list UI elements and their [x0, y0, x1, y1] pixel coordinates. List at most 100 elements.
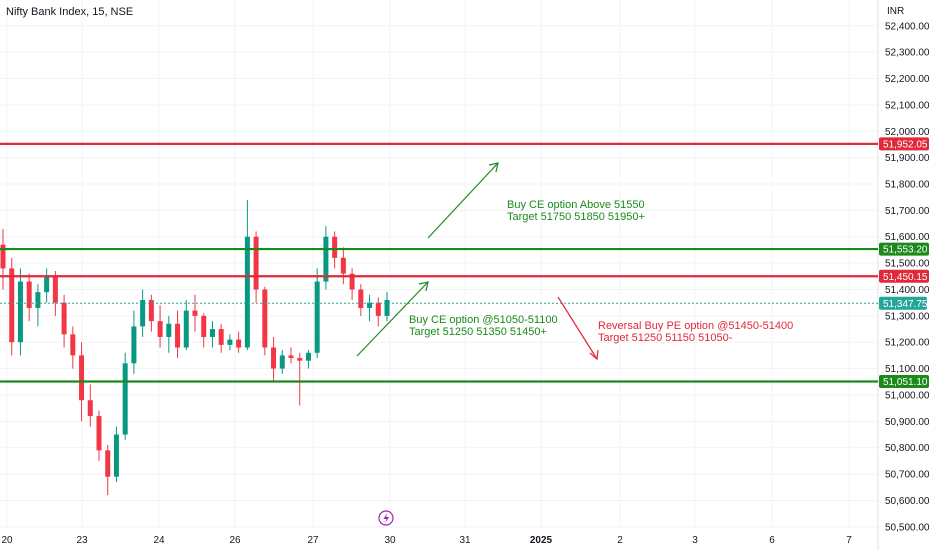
price-tick-label: 52,400.00 [885, 21, 930, 32]
candle-body [227, 339, 233, 345]
price-tick-label: 51,100.00 [885, 364, 930, 375]
candle-body [288, 355, 294, 359]
candle-body [375, 302, 381, 316]
time-tick-label: 26 [229, 535, 241, 546]
arrow-up-upper [427, 162, 499, 239]
level-tag-label: 51,952.05 [883, 139, 928, 150]
level-tag-label: 51,450.15 [883, 272, 928, 283]
lightning-event-icon[interactable] [378, 510, 394, 526]
arrow-up-lower [356, 281, 429, 357]
candle-body [332, 236, 338, 258]
candle-body [70, 334, 76, 356]
currency-label: INR [887, 6, 905, 17]
candle-body [192, 310, 198, 316]
annotation-2-line1: Buy CE option @51050-51100 [409, 314, 558, 326]
candle-body [323, 236, 329, 282]
candle-body [52, 276, 58, 303]
candle-body [17, 281, 23, 343]
price-tick-label: 51,600.00 [885, 232, 930, 243]
time-tick-label: 6 [769, 535, 775, 546]
time-tick-label: 2025 [530, 535, 553, 546]
candle-body [105, 450, 111, 477]
candle-body [305, 352, 311, 361]
price-tick-label: 51,500.00 [885, 259, 930, 270]
candle-body [157, 321, 163, 337]
annotation-1-line2: Target 51750 51850 51950+ [507, 211, 645, 223]
level-tag-label: 51,051.10 [883, 377, 928, 388]
price-tick-label: 50,900.00 [885, 417, 930, 428]
price-tick-label: 52,300.00 [885, 48, 930, 59]
time-tick-label: 3 [692, 535, 698, 546]
candle-body [279, 355, 285, 369]
candle-body [87, 400, 93, 417]
price-tick-label: 51,300.00 [885, 311, 930, 322]
level-tag-bg [879, 242, 929, 256]
arrow-up-lower-head [418, 281, 429, 292]
price-tick-label: 51,000.00 [885, 390, 930, 401]
candle-body [236, 339, 242, 348]
arrow-up-upper-head [488, 162, 499, 173]
price-tick-label: 50,700.00 [885, 470, 930, 481]
candle-body [367, 302, 373, 308]
candle-body [122, 363, 128, 435]
candle-body [96, 416, 102, 451]
candle-body [9, 268, 15, 343]
arrow-down [557, 296, 598, 360]
candle-body [44, 276, 50, 293]
candle-body [166, 323, 172, 337]
candle-body [61, 302, 67, 335]
price-tick-label: 52,200.00 [885, 74, 930, 85]
price-tick-label: 50,600.00 [885, 496, 930, 507]
candle-body [271, 347, 277, 369]
grid-lines [0, 0, 879, 550]
annotation-2-line2: Target 51250 51350 51450+ [409, 326, 547, 338]
candle-body [26, 281, 32, 308]
time-tick-label: 27 [307, 535, 319, 546]
level-tag-bg [879, 374, 929, 388]
time-tick-label: 23 [76, 535, 88, 546]
candle-body [349, 273, 355, 290]
annotation-1-line1: Buy CE option Above 51550 [507, 199, 645, 211]
candle-body [358, 289, 364, 308]
annotation-3-line1: Reversal Buy PE option @51450-51400 [598, 320, 793, 332]
price-tick-label: 51,200.00 [885, 338, 930, 349]
price-tick-label: 52,000.00 [885, 127, 930, 138]
price-tick-label: 51,800.00 [885, 180, 930, 191]
candle-body [35, 292, 41, 308]
candle-body [201, 315, 207, 337]
candles [0, 199, 390, 496]
price-tick-label: 51,700.00 [885, 206, 930, 217]
level-price-tags: 51,952.05 51,553.20 51,450.15 51,051.10 [879, 137, 929, 388]
price-tick-label: 50,800.00 [885, 443, 930, 454]
candle-body [384, 300, 390, 316]
candle-body [131, 326, 137, 364]
candle-body [297, 358, 303, 361]
candle-body [218, 329, 224, 345]
annotation-texts: Buy CE option Above 51550 Target 51750 5… [409, 199, 793, 344]
candle-body [0, 244, 6, 269]
candle-body [79, 355, 85, 401]
time-tick-label: 31 [459, 535, 471, 546]
candle-body [113, 434, 119, 477]
arrow-down-head [589, 349, 599, 361]
time-tick-label: 7 [846, 535, 852, 546]
level-tag-label: 51,553.20 [883, 245, 928, 256]
annotation-3-line2: Target 51250 51150 51050- [598, 332, 733, 344]
current-price-label: 51,347.75 [883, 299, 928, 310]
candle-body [209, 329, 215, 337]
candle-body [148, 300, 154, 322]
horizontal-levels[interactable] [0, 142, 878, 383]
price-tick-label: 50,500.00 [885, 522, 930, 533]
price-axis[interactable]: 52,400.00 52,300.00 52,200.00 52,100.00 52,0… [885, 21, 930, 533]
level-tag-bg [879, 137, 929, 151]
current-price-tag: 51,347.75 [879, 296, 928, 310]
candle-body [253, 236, 259, 290]
time-tick-label: 30 [384, 535, 396, 546]
candle-body [140, 300, 146, 327]
time-axis[interactable]: 20 23 24 26 27 30 31 2025 2 3 6 7 [1, 535, 852, 546]
candle-body [262, 289, 268, 348]
time-tick-label: 24 [153, 535, 165, 546]
candle-body [314, 281, 320, 353]
annotation-arrows [356, 162, 599, 361]
